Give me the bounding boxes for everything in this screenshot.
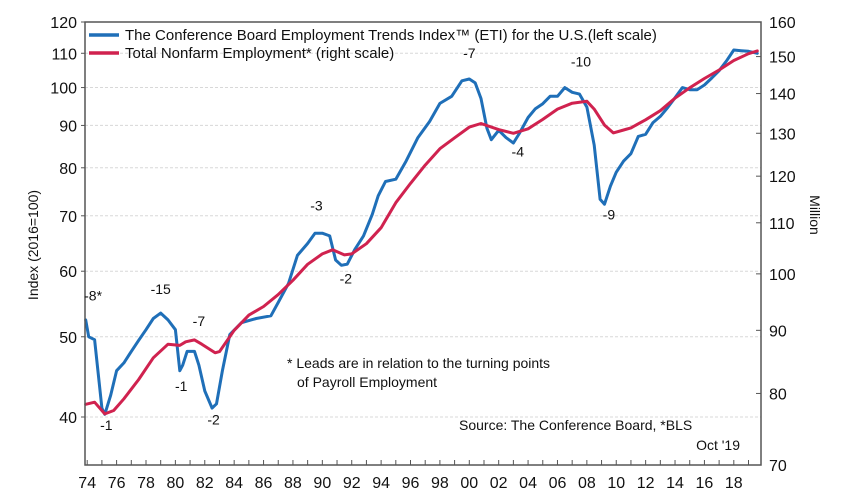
series-lines bbox=[84, 48, 759, 416]
legend-label-nonfarm: Total Nonfarm Employment* (right scale) bbox=[125, 45, 394, 62]
turning-point-label: -2 bbox=[340, 270, 353, 286]
x-tick-label: 12 bbox=[637, 475, 655, 492]
x-tick-label: 10 bbox=[607, 475, 625, 492]
plot-area-frame bbox=[84, 21, 762, 466]
series-line-nonfarm bbox=[84, 49, 759, 416]
y-right-tick-label: 120 bbox=[769, 169, 796, 186]
y-left-tick-label: 80 bbox=[59, 161, 77, 178]
y-right-tick-label: 130 bbox=[769, 126, 796, 143]
x-tick-label: 76 bbox=[108, 475, 126, 492]
y-right-tick-label: 140 bbox=[769, 87, 796, 104]
y-axis-left-title: Index (2016=100) bbox=[25, 190, 41, 300]
turning-point-label: -9 bbox=[603, 206, 616, 222]
y-left-tick-label: 120 bbox=[50, 15, 77, 32]
turning-point-label: -1 bbox=[100, 417, 113, 433]
turning-point-label: -8* bbox=[84, 288, 102, 304]
turning-point-label: -15 bbox=[151, 281, 171, 297]
legend: The Conference Board Employment Trends I… bbox=[89, 27, 657, 62]
x-tick-label: 16 bbox=[696, 475, 714, 492]
y-left-tick-label: 70 bbox=[59, 209, 77, 226]
y-right-tick-label: 100 bbox=[769, 267, 796, 284]
turning-point-label: -7 bbox=[193, 313, 206, 329]
turning-point-label: -10 bbox=[571, 54, 591, 70]
x-tick-label: 08 bbox=[578, 475, 596, 492]
x-tick-label: 82 bbox=[196, 475, 214, 492]
x-tick-label: 14 bbox=[666, 475, 684, 492]
x-tick-label: 92 bbox=[343, 475, 361, 492]
legend-label-eti: The Conference Board Employment Trends I… bbox=[125, 27, 657, 44]
x-tick-label: 96 bbox=[402, 475, 420, 492]
y-right-tick-label: 90 bbox=[769, 323, 787, 340]
y-axis-right: 70 80 90 100 110 120 130 140 150 160 bbox=[756, 15, 796, 475]
x-tick-label: 80 bbox=[166, 475, 184, 492]
x-tick-label: 94 bbox=[372, 475, 390, 492]
y-left-tick-label: 50 bbox=[59, 330, 77, 347]
y-left-tick-label: 60 bbox=[59, 264, 77, 281]
x-tick-label: 98 bbox=[431, 475, 449, 492]
note-line-2: of Payroll Employment bbox=[297, 374, 437, 390]
note-line-1: * Leads are in relation to the turning p… bbox=[287, 355, 550, 371]
turning-point-label: -4 bbox=[512, 143, 525, 159]
x-tick-label: 02 bbox=[490, 475, 508, 492]
x-tick-label: 74 bbox=[78, 475, 96, 492]
series-line-eti bbox=[84, 48, 759, 416]
y-right-tick-label: 160 bbox=[769, 15, 796, 32]
y-right-tick-label: 110 bbox=[769, 216, 795, 233]
y-right-tick-label: 70 bbox=[769, 458, 787, 475]
x-tick-label: 78 bbox=[137, 475, 155, 492]
turning-point-label: -3 bbox=[310, 198, 323, 214]
x-tick-label: 18 bbox=[725, 475, 743, 492]
turning-point-label: -2 bbox=[207, 411, 220, 427]
date-text: Oct '19 bbox=[696, 437, 740, 453]
turning-point-label: -7 bbox=[463, 45, 476, 61]
x-axis: 74 76 78 80 82 84 86 88 90 92 94 96 98 00 02 04 06 08 10 12… bbox=[78, 460, 750, 492]
y-left-tick-label: 110 bbox=[51, 46, 77, 63]
y-axis-right-title: Million bbox=[807, 195, 823, 235]
x-tick-label: 90 bbox=[313, 475, 331, 492]
y-left-tick-label: 100 bbox=[50, 81, 77, 98]
turning-point-label: -1 bbox=[175, 378, 188, 394]
y-left-tick-label: 40 bbox=[59, 410, 77, 427]
x-tick-label: 88 bbox=[284, 475, 302, 492]
x-tick-label: 04 bbox=[519, 475, 537, 492]
x-tick-label: 00 bbox=[460, 475, 478, 492]
y-right-tick-label: 150 bbox=[769, 50, 796, 67]
y-right-tick-label: 80 bbox=[769, 386, 787, 403]
y-left-tick-label: 90 bbox=[59, 118, 77, 135]
annotations: -8* -15 -1 -1 -7 -2 -3 -2 -7 -4 -10 -9 bbox=[84, 45, 615, 433]
y-axis-left: 40 50 60 70 80 90 100 110 120 bbox=[50, 15, 85, 427]
source-text: Source: The Conference Board, *BLS bbox=[459, 417, 692, 433]
x-tick-label: 86 bbox=[255, 475, 273, 492]
x-tick-label: 06 bbox=[549, 475, 567, 492]
x-tick-label: 84 bbox=[225, 475, 243, 492]
